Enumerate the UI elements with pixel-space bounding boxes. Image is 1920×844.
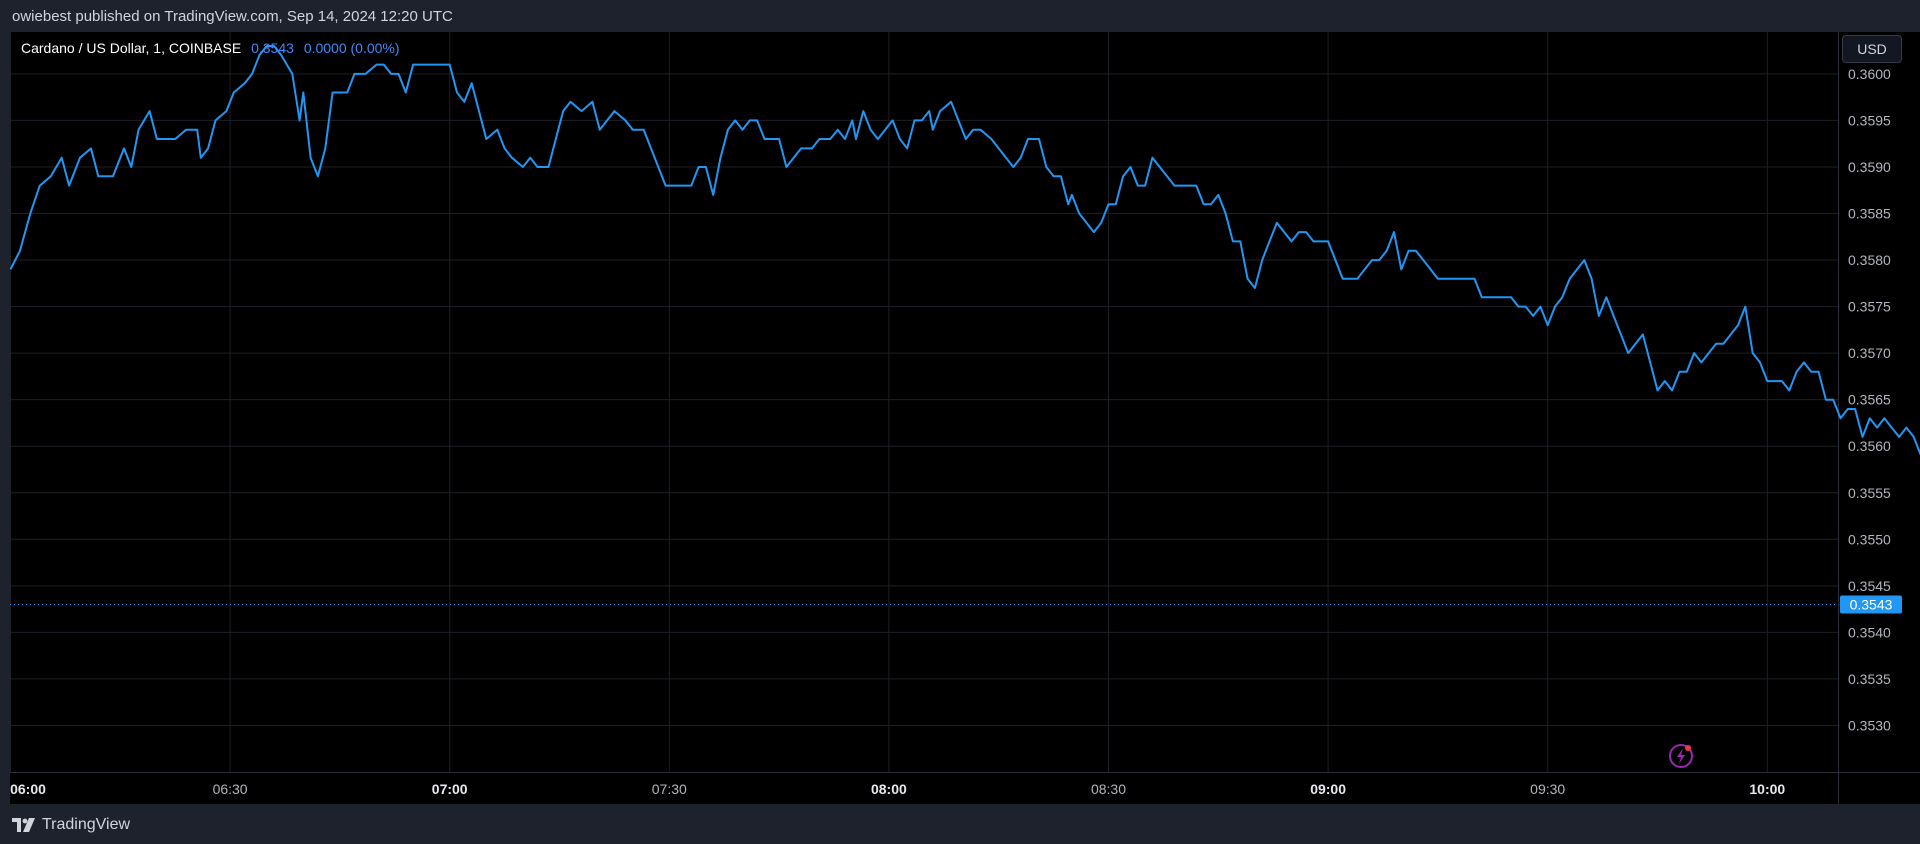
notification-dot — [1685, 745, 1691, 751]
x-tick-label: 09:30 — [1530, 781, 1565, 797]
y-tick-label: 0.3540 — [1848, 624, 1891, 640]
price-change-value: 0.0000 (0.00%) — [303, 40, 400, 56]
price-series-line[interactable] — [9, 45, 1920, 670]
tradingview-logo[interactable]: TradingView — [12, 816, 130, 834]
price-chart[interactable]: 0.3600 0.3595 0.3590 0.3585 0.3580 0.3575 0.35… — [9, 32, 1920, 804]
publish-info: owiebest published on TradingView.com, S… — [12, 8, 453, 25]
x-tick-label: 10:00 — [1749, 781, 1785, 797]
y-tick-label: 0.3565 — [1848, 392, 1891, 408]
chart-area[interactable]: 0.3600 0.3595 0.3590 0.3585 0.3580 0.3575 0.35… — [9, 32, 1920, 804]
x-tick-label: 07:30 — [652, 781, 687, 797]
y-tick-label: 0.3530 — [1848, 717, 1891, 733]
publish-header: owiebest published on TradingView.com, S… — [0, 0, 1920, 32]
y-tick-label: 0.3550 — [1848, 531, 1891, 547]
y-tick-label: 0.3600 — [1848, 66, 1891, 82]
last-price-tag — [1840, 595, 1902, 614]
bolt-icon[interactable] — [1669, 744, 1693, 768]
y-tick-label: 0.3595 — [1848, 112, 1891, 128]
tradingview-logo-icon — [12, 818, 35, 832]
y-tick-label: 0.3585 — [1848, 206, 1891, 222]
chart-legend: Cardano / US Dollar, 1, COINBASE 0.3543 … — [21, 40, 400, 56]
x-tick-label: 08:30 — [1091, 781, 1126, 797]
last-price-tag-label: 0.3543 — [1850, 596, 1893, 612]
y-tick-label: 0.3580 — [1848, 252, 1891, 268]
y-tick-label: 0.3560 — [1848, 438, 1891, 454]
bolt-icon-glyph — [1677, 748, 1685, 764]
x-tick-label: 06:30 — [213, 781, 248, 797]
tradingview-brand: TradingView — [42, 816, 131, 833]
x-tick-label: 07:00 — [432, 781, 468, 797]
y-tick-label: 0.3555 — [1848, 485, 1891, 501]
symbol-description: Cardano / US Dollar, 1, COINBASE — [21, 40, 242, 56]
x-tick-label: 06:00 — [10, 781, 46, 797]
y-tick-label: 0.3590 — [1848, 159, 1891, 175]
y-tick-label: 0.3570 — [1848, 345, 1891, 361]
y-tick-label: 0.3575 — [1848, 299, 1891, 315]
y-tick-label: 0.3535 — [1848, 671, 1891, 687]
x-tick-label: 08:00 — [871, 781, 907, 797]
currency-button[interactable]: USD — [1842, 35, 1902, 63]
footer: TradingView — [0, 804, 1920, 844]
last-price-value: 0.3543 — [251, 40, 294, 56]
y-tick-label: 0.3545 — [1848, 578, 1891, 594]
x-tick-label: 09:00 — [1310, 781, 1346, 797]
